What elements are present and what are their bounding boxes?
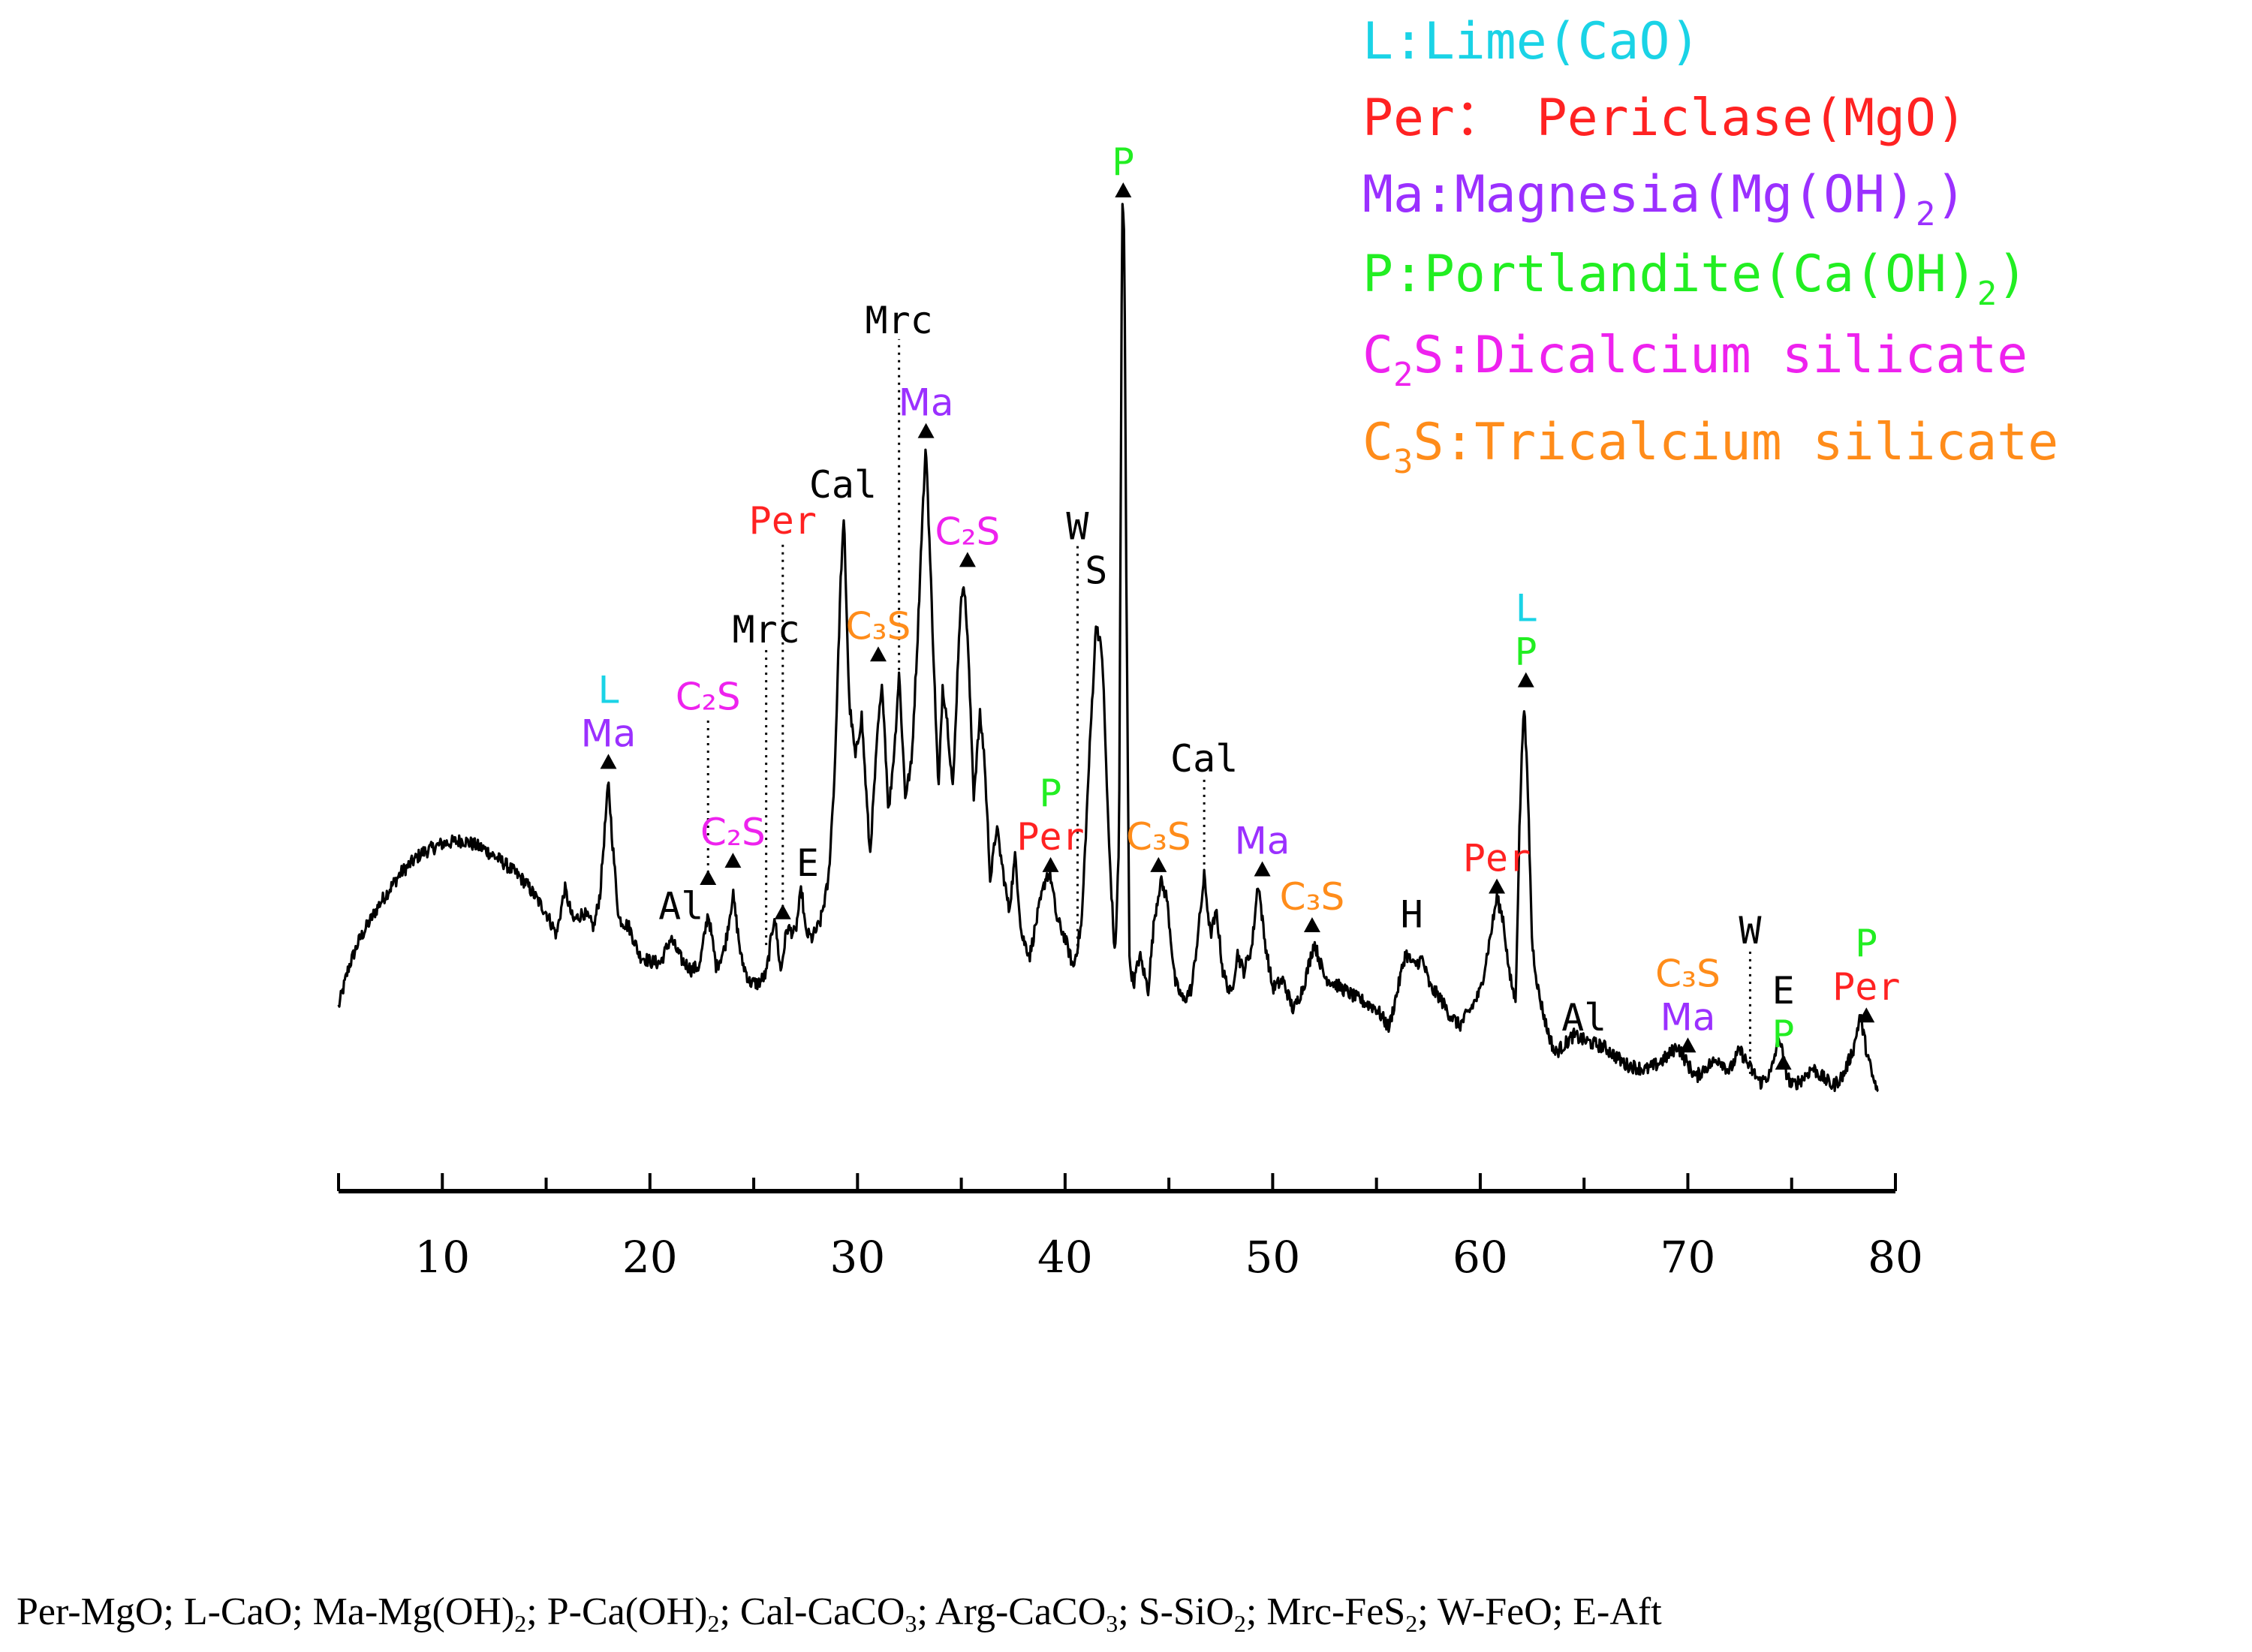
legend-item: L:Lime(CaO) (1362, 12, 1701, 71)
peak-label: Ma (581, 712, 637, 755)
peak-arrow-marker (1679, 1037, 1697, 1053)
peak-arrow-marker (724, 853, 742, 868)
peak-label: Per (1016, 815, 1084, 859)
peak-label: Mrc (733, 608, 800, 651)
peak-label: P (1855, 922, 1877, 965)
peak-arrow-marker (959, 552, 976, 567)
x-tick-label: 50 (1245, 1232, 1300, 1283)
peak-label: C₂S (700, 811, 766, 854)
peak-label: E (1772, 969, 1795, 1013)
peak-label: Per (749, 499, 817, 543)
legend-item: C2S:Dicalcium silicate (1362, 326, 2028, 394)
peak-arrow-marker (1115, 182, 1132, 197)
peak-arrow-marker (1858, 1007, 1875, 1023)
legend-item: Per： Periclase(MgO) (1362, 89, 1967, 148)
peak-label: P (1515, 630, 1537, 674)
x-tick-label: 60 (1453, 1232, 1508, 1283)
peak-label: Per (1463, 836, 1531, 880)
peak-arrow-marker (869, 646, 887, 662)
legend-item: C3S:Tricalcium silicate (1362, 413, 2059, 481)
x-tick-label: 30 (829, 1232, 885, 1283)
peak-label: W (1739, 909, 1762, 952)
annotation-stems (706, 339, 1751, 1074)
peak-label: Cal (1170, 737, 1238, 781)
peak-label: Ma (899, 381, 954, 425)
peak-arrow-marker (600, 754, 617, 769)
peak-label: L (598, 668, 619, 712)
x-tick-label: 70 (1660, 1232, 1716, 1283)
diffraction-trace (337, 203, 1879, 1093)
peak-label: H (1401, 893, 1423, 937)
peak-label: Ma (1660, 995, 1716, 1039)
peak-labels: LMaAlC₂SC₂SMrcPerECalC₃SMrcMaC₂SPPerWSPC… (581, 140, 1900, 1070)
peak-label: P (1039, 772, 1061, 815)
peak-label: P (1112, 140, 1134, 184)
peak-arrow-marker (917, 423, 935, 438)
peak-arrow-marker (1489, 878, 1506, 894)
peak-arrow-marker (1775, 1055, 1792, 1070)
peak-label: W (1066, 505, 1089, 549)
peak-label: E (796, 841, 819, 885)
x-tick-label: 10 (414, 1232, 470, 1283)
peak-arrow-marker (1042, 856, 1059, 872)
peak-label: C₂S (676, 676, 741, 719)
peak-label: C₃S (1280, 875, 1345, 919)
peak-label: P (1772, 1013, 1795, 1056)
peak-label: Ma (1235, 820, 1290, 863)
peak-arrow-marker (1517, 672, 1534, 688)
peak-label: Per (1832, 965, 1900, 1009)
peak-arrow-marker (700, 870, 717, 885)
peak-label: C₂S (935, 510, 1001, 553)
figure-caption: Per-MgO; L-CaO; Ma-Mg(OH)2; P-Ca(OH)2; C… (17, 1590, 1662, 1637)
peak-arrow-marker (1303, 916, 1320, 932)
x-tick-label: 80 (1868, 1232, 1923, 1283)
peak-label: C₃S (846, 604, 911, 648)
x-tick-label: 40 (1037, 1232, 1093, 1283)
x-axis: 10 20 30 40 50 60 70 80 (337, 1173, 1923, 1283)
peak-label: Al (1561, 996, 1606, 1040)
peak-label: S (1085, 549, 1107, 593)
peak-arrow-marker (774, 904, 791, 919)
peak-label: C₃S (1126, 815, 1191, 859)
peak-label: C₃S (1655, 952, 1721, 995)
peak-label: Cal (809, 463, 877, 507)
legend-item: Ma:Magnesia(Mg(OH)2) (1362, 165, 1967, 233)
peak-arrow-marker (1150, 856, 1167, 872)
peak-arrow-marker (1254, 861, 1271, 877)
peak-label: L (1516, 587, 1537, 630)
xrd-pattern-line (337, 203, 1879, 1093)
peak-label: Al (658, 884, 703, 928)
legend-item: P:Portlandite(Ca(OH)2) (1362, 245, 2028, 313)
x-tick-label: 20 (622, 1232, 678, 1283)
peak-label: Mrc (865, 299, 932, 342)
